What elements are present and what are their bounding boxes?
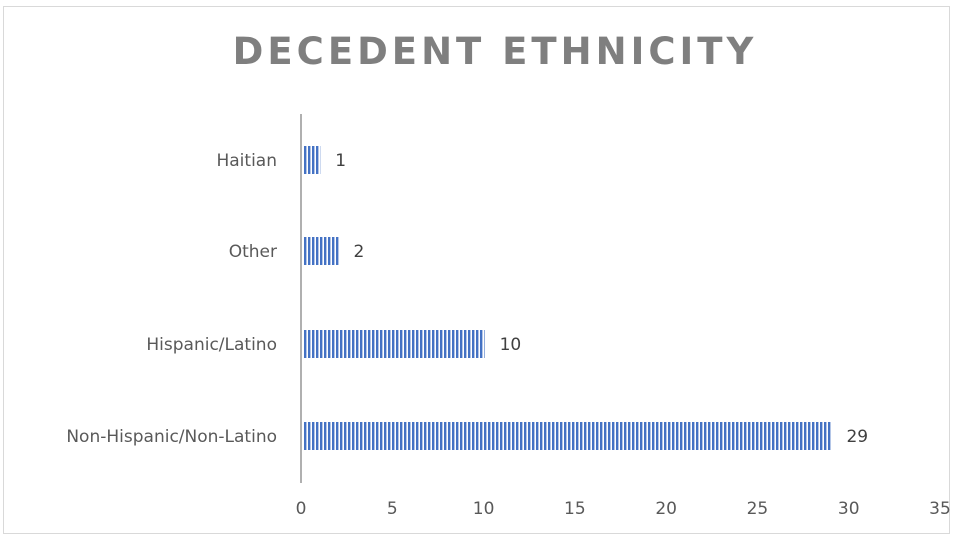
bar — [303, 237, 339, 265]
x-tick-label: 25 — [747, 499, 769, 519]
data-label: 29 — [846, 427, 868, 447]
bar — [303, 146, 321, 174]
x-tick-label: 15 — [564, 499, 586, 519]
category-label: Hispanic/Latino — [146, 335, 277, 355]
data-label: 10 — [500, 335, 522, 355]
category-label: Haitian — [216, 151, 277, 171]
x-tick-label: 0 — [296, 499, 307, 519]
category-label: Non-Hispanic/Non-Latino — [66, 427, 277, 447]
data-label: 1 — [335, 151, 346, 171]
x-tick-label: 10 — [473, 499, 495, 519]
category-label: Other — [229, 242, 277, 262]
x-tick-label: 20 — [655, 499, 677, 519]
x-tick-label: 5 — [387, 499, 398, 519]
x-tick-label: 35 — [929, 499, 951, 519]
bar — [303, 330, 485, 358]
bar — [303, 422, 832, 450]
chart-title: DECEDENT ETHNICITY — [232, 30, 758, 73]
x-tick-label: 30 — [838, 499, 860, 519]
data-label: 2 — [354, 242, 365, 262]
